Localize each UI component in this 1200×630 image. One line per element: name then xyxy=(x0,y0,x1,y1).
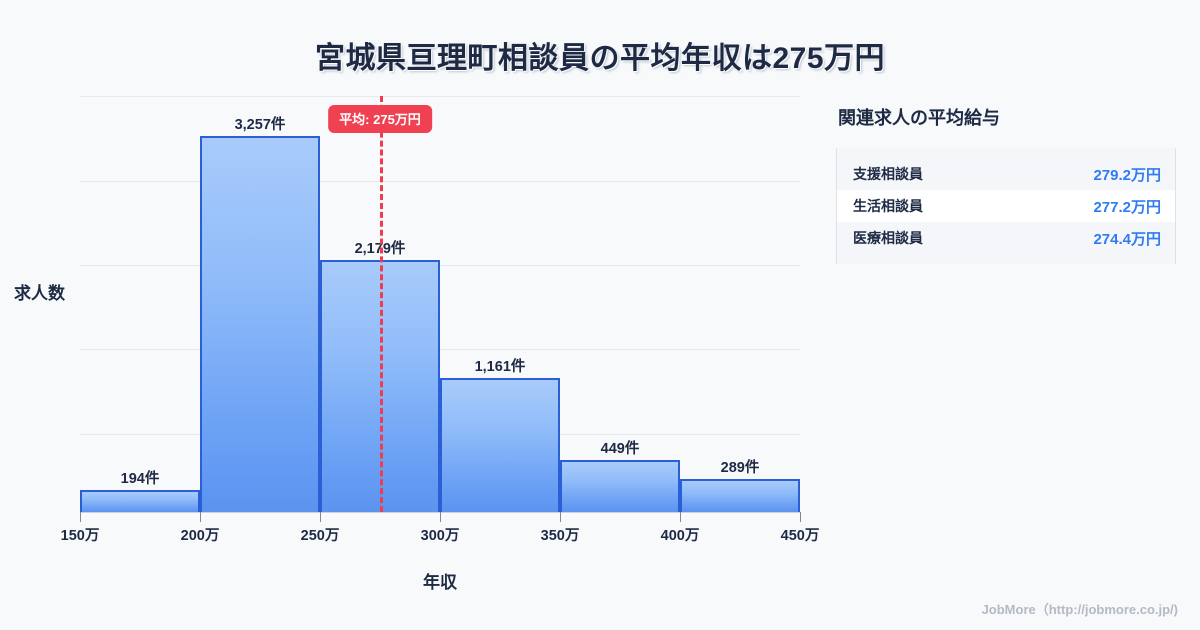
bar-300-350[interactable] xyxy=(440,378,560,512)
x-tick xyxy=(560,512,561,522)
gridline xyxy=(80,349,800,350)
x-tick-label: 200万 xyxy=(180,528,220,544)
related-salary-table: 支援相談員 279.2万円 生活相談員 277.2万円 医療相談員 274.4万… xyxy=(836,148,1176,264)
table-row[interactable]: 支援相談員 279.2万円 xyxy=(837,158,1175,190)
bar-value-label: 1,161件 xyxy=(474,359,526,375)
bar-value-label: 194件 xyxy=(120,471,160,487)
gridline xyxy=(80,265,800,266)
row-value: 274.4万円 xyxy=(1093,230,1161,248)
x-tick-label: 250万 xyxy=(300,528,340,544)
x-tick-label: 400万 xyxy=(660,528,700,544)
plot-area: 194件 3,257件 2,179件 1,161件 449件 289件 150万… xyxy=(61,96,819,544)
x-tick xyxy=(680,512,681,522)
row-label: 生活相談員 xyxy=(853,198,923,214)
footer-watermark: JobMore（http://jobmore.co.jp/) xyxy=(981,602,1178,617)
bar-value-label: 2,179件 xyxy=(354,241,406,257)
table-pad-top xyxy=(837,148,1175,158)
related-salary-title: 関連求人の平均給与 xyxy=(838,108,1000,128)
x-tick-label: 350万 xyxy=(540,528,580,544)
page-title: 宮城県亘理町相談員の平均年収は275万円 xyxy=(314,42,886,75)
y-axis-title: 求人数 xyxy=(14,284,65,303)
x-tick xyxy=(80,512,81,522)
x-tick xyxy=(200,512,201,522)
gridline xyxy=(80,181,800,182)
x-tick-label: 300万 xyxy=(420,528,460,544)
gridline xyxy=(80,96,800,97)
row-value: 279.2万円 xyxy=(1093,166,1161,184)
x-tick xyxy=(440,512,441,522)
table-row[interactable]: 医療相談員 274.4万円 xyxy=(837,222,1175,254)
x-tick-label: 150万 xyxy=(60,528,100,544)
bar-value-label: 3,257件 xyxy=(234,117,286,133)
row-label: 医療相談員 xyxy=(853,230,923,246)
average-badge: 平均: 275万円 xyxy=(328,105,432,133)
bar-200-250[interactable] xyxy=(200,136,320,512)
bar-value-label: 449件 xyxy=(600,441,640,457)
bar-value-label: 289件 xyxy=(720,460,760,476)
average-line xyxy=(380,96,383,512)
x-tick-label: 450万 xyxy=(780,528,820,544)
row-label: 支援相談員 xyxy=(853,166,923,182)
bar-400-450[interactable] xyxy=(680,479,800,512)
histogram-chart: 求人数 年収 194件 3,257件 2,179件 1,161件 449件 28… xyxy=(14,96,819,592)
table-row[interactable]: 生活相談員 277.2万円 xyxy=(837,190,1175,222)
x-axis-title: 年収 xyxy=(423,573,457,592)
related-salary-panel: 関連求人の平均給与 支援相談員 279.2万円 生活相談員 277.2万円 医療… xyxy=(836,104,1176,264)
x-tick xyxy=(320,512,321,522)
bar-350-400[interactable] xyxy=(560,460,680,512)
row-value: 277.2万円 xyxy=(1093,198,1161,216)
x-tick xyxy=(800,512,801,522)
table-pad-bottom xyxy=(837,254,1175,264)
bar-150-200[interactable] xyxy=(80,490,200,512)
